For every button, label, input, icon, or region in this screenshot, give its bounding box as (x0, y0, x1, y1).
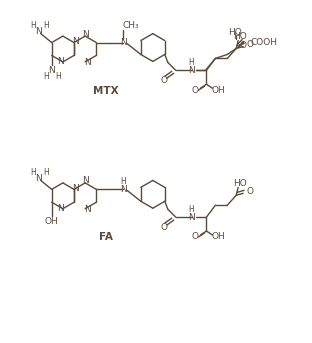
Text: N: N (82, 29, 89, 39)
Text: H: H (120, 177, 126, 186)
Text: OH: OH (212, 233, 225, 241)
Text: HO: HO (233, 179, 247, 188)
Text: N: N (48, 66, 55, 75)
Text: FA: FA (99, 233, 112, 243)
Text: O: O (191, 86, 198, 95)
Text: H: H (30, 21, 36, 30)
Text: H: H (43, 21, 49, 30)
Text: H: H (43, 168, 49, 177)
Text: O: O (160, 76, 167, 85)
Text: H: H (43, 72, 49, 81)
Text: O: O (246, 187, 254, 196)
Text: N: N (82, 176, 89, 186)
Text: O: O (246, 40, 254, 49)
Text: O: O (160, 223, 167, 232)
Text: N: N (36, 174, 42, 183)
Text: N: N (120, 38, 126, 47)
Text: N: N (57, 57, 64, 67)
Text: N: N (188, 213, 195, 222)
Text: O: O (240, 41, 246, 50)
Text: H: H (189, 58, 194, 67)
Text: HO: HO (228, 28, 242, 37)
Text: MTX: MTX (93, 86, 118, 96)
Text: N: N (188, 66, 195, 75)
Text: H: H (55, 72, 61, 81)
Text: H: H (30, 168, 36, 177)
Text: COOH: COOH (250, 38, 277, 47)
Text: H: H (189, 205, 194, 214)
Text: HO: HO (233, 32, 247, 41)
Text: CH₃: CH₃ (123, 21, 139, 30)
Text: N: N (73, 184, 79, 193)
Text: N: N (36, 27, 42, 36)
Text: OH: OH (212, 86, 225, 95)
Text: N: N (84, 205, 90, 214)
Text: N: N (120, 185, 126, 194)
Text: OH: OH (45, 216, 59, 226)
Text: O: O (191, 233, 198, 241)
Text: N: N (73, 37, 79, 46)
Text: N: N (84, 58, 90, 67)
Text: N: N (57, 204, 64, 213)
